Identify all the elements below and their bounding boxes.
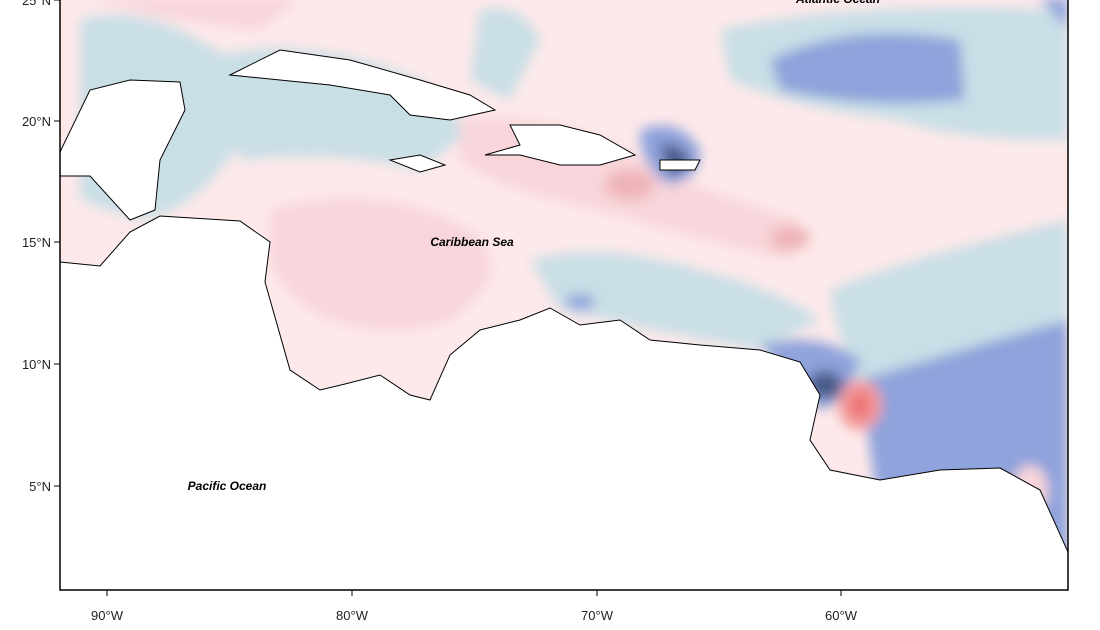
jamaica (388, 154, 447, 173)
lon-tick-label: 70°W (581, 608, 614, 623)
lat-tick-label: 20°N (22, 114, 51, 129)
lat-tick-label: 10°N (22, 357, 51, 372)
south-america (60, 215, 1068, 590)
place-label: Atlantic Ocean (795, 0, 880, 6)
lon-tick-label: 90°W (91, 608, 124, 623)
place-label: Pacific Ocean (188, 479, 267, 493)
cuba (228, 49, 497, 121)
anomaly-field (60, 0, 1068, 590)
place-label: Caribbean Sea (430, 235, 514, 249)
lat-tick-label: 5°N (29, 479, 51, 494)
frame (59, 0, 1069, 591)
lon-tick-label: 80°W (336, 608, 369, 623)
lat-tick-label: 15°N (22, 235, 51, 250)
hispaniola (484, 124, 637, 166)
yucatan (60, 79, 186, 221)
puerto-rico (659, 159, 701, 171)
lat-tick-label: 25°N (22, 0, 51, 8)
lon-tick-label: 60°W (825, 608, 858, 623)
